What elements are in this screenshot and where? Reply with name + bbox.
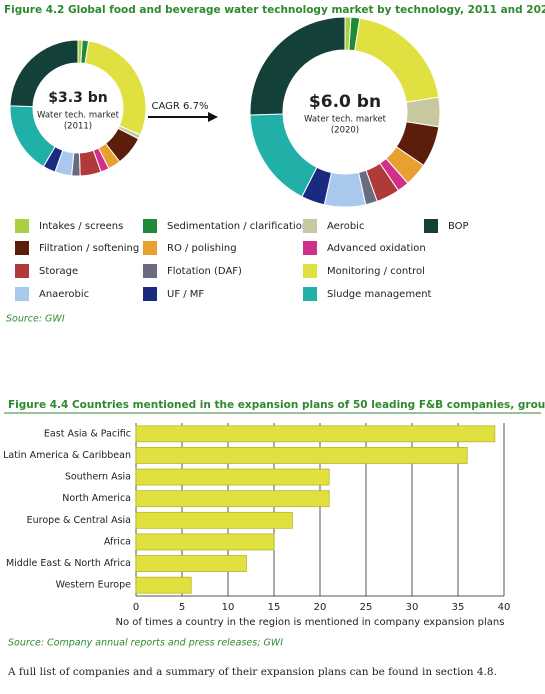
x-tick-label: 30 xyxy=(406,602,419,613)
cagr-label: CAGR 6.7% xyxy=(152,101,209,112)
x-tick-label: 5 xyxy=(179,602,185,613)
legend-label: Anaerobic xyxy=(39,289,89,300)
bar xyxy=(135,533,275,551)
x-tick-label: 20 xyxy=(314,602,327,613)
center-value: $3.3 bn xyxy=(48,90,107,106)
legend-swatch xyxy=(303,241,317,255)
y-tick-label: Western Europe xyxy=(56,580,132,591)
legend-label: Filtration / softening xyxy=(39,243,139,254)
x-tick-label: 40 xyxy=(498,602,511,613)
y-tick-label: Southern Asia xyxy=(65,472,131,483)
legend-label: Flotation (DAF) xyxy=(167,266,242,277)
legend-label: Monitoring / control xyxy=(327,266,425,277)
bar xyxy=(135,447,468,464)
donut-segment xyxy=(354,17,440,103)
y-tick-label: North America xyxy=(62,493,131,504)
legend-swatch xyxy=(15,264,29,278)
legend-swatch xyxy=(303,287,317,301)
legend-swatch xyxy=(143,219,157,233)
legend-label: Advanced oxidation xyxy=(327,243,426,254)
bar xyxy=(135,555,247,572)
legend-swatch xyxy=(15,219,29,233)
figure-title: Figure 4.4 Countries mentioned in the ex… xyxy=(8,399,545,411)
legend-swatch xyxy=(303,219,317,233)
center-value: $6.0 bn xyxy=(309,92,381,112)
figure-title: Figure 4.2 Global food and beverage wate… xyxy=(4,4,545,16)
bar xyxy=(135,576,192,594)
donut-segment xyxy=(9,39,79,108)
legend-label: Intakes / screens xyxy=(39,221,123,232)
source: Source: GWI xyxy=(6,314,65,325)
y-tick-label: East Asia & Pacific xyxy=(44,428,131,439)
y-tick-label: Latin America & Caribbean xyxy=(3,450,131,461)
legend-swatch xyxy=(143,241,157,255)
center-label: Water tech. market xyxy=(304,115,387,125)
legend-label: Sludge management xyxy=(327,289,432,300)
x-tick-label: 15 xyxy=(268,602,281,613)
legend-label: Sedimentation / clarification xyxy=(167,221,308,232)
x-tick-label: 25 xyxy=(360,602,373,613)
legend-label: RO / polishing xyxy=(167,243,237,254)
footer-text: A full list of companies and a summary o… xyxy=(7,666,497,678)
bar xyxy=(135,490,330,508)
donut-segment xyxy=(249,113,318,198)
legend-label: Storage xyxy=(39,266,78,277)
y-tick-label: Africa xyxy=(104,536,131,547)
x-axis-label: No of times a country in the region is m… xyxy=(116,617,505,628)
x-tick-label: 35 xyxy=(452,602,465,613)
center-year: (2011) xyxy=(64,122,92,132)
legend-swatch xyxy=(15,241,29,255)
legend-swatch xyxy=(303,264,317,278)
legend-label: Aerobic xyxy=(327,221,364,232)
legend-swatch xyxy=(15,287,29,301)
center-year: (2020) xyxy=(331,126,359,136)
source: Source: Company annual reports and press… xyxy=(8,638,283,649)
legend-label: UF / MF xyxy=(167,289,204,300)
center-label: Water tech. market xyxy=(37,111,120,121)
legend-label: BOP xyxy=(448,221,469,232)
donut-segment xyxy=(84,40,147,136)
legend-swatch xyxy=(424,219,438,233)
bar xyxy=(135,425,496,443)
donut-segment xyxy=(249,16,346,116)
x-tick-label: 10 xyxy=(222,602,235,613)
bar xyxy=(135,511,293,529)
x-tick-label: 0 xyxy=(133,602,139,613)
arrow-head xyxy=(208,112,218,122)
legend-swatch xyxy=(143,264,157,278)
y-tick-label: Middle East & North Africa xyxy=(6,558,131,569)
legend-swatch xyxy=(143,287,157,301)
bar xyxy=(135,468,330,486)
y-tick-label: Europe & Central Asia xyxy=(27,515,131,526)
